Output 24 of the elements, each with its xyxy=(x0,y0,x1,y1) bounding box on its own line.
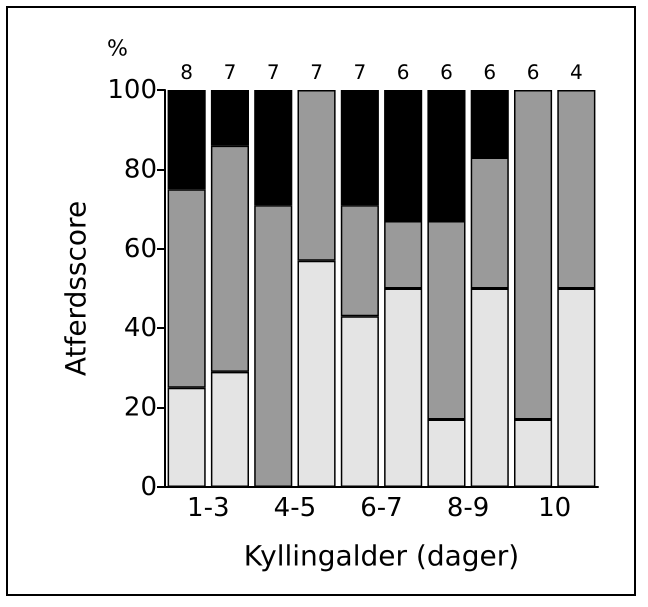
y-tick-label: 40 xyxy=(124,313,157,344)
y-tick-label: 20 xyxy=(124,392,157,423)
text: % xyxy=(107,36,128,62)
text: 6 xyxy=(483,60,496,84)
x-tick-label: 4-5 xyxy=(274,493,316,523)
text: 6 xyxy=(526,60,540,84)
y-tick-label: 60 xyxy=(124,234,157,264)
text: 6 xyxy=(396,60,410,84)
text: 4 xyxy=(570,60,583,84)
x-tick-label: 6-7 xyxy=(360,493,403,523)
text: 7 xyxy=(310,60,323,84)
x-tick-label: 1-3 xyxy=(187,493,230,523)
text: 6 xyxy=(440,60,453,84)
x-tick-label: 10 xyxy=(538,493,572,523)
text: 7 xyxy=(224,60,236,84)
text: 7 xyxy=(266,60,280,84)
y-tick-label: 0 xyxy=(140,472,157,502)
y-tick-label: 100 xyxy=(107,75,157,105)
text: 7 xyxy=(353,60,366,84)
y-tick-label: 80 xyxy=(124,154,157,184)
text: 8 xyxy=(180,60,194,84)
y-axis-title: Atferdsscore xyxy=(60,200,92,376)
x-axis-title: Kyllingalder (dager) xyxy=(244,540,520,572)
x-tick-label: 8-9 xyxy=(446,493,490,523)
